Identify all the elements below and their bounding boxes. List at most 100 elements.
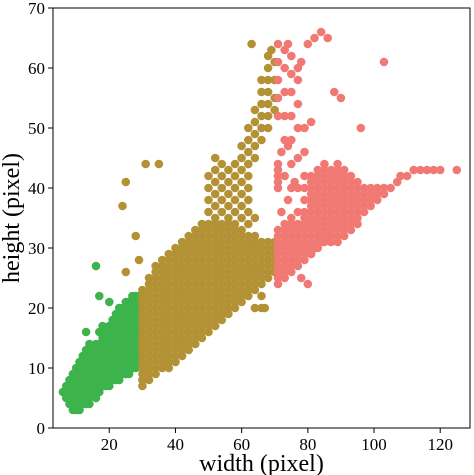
- data-point: [339, 177, 349, 187]
- data-point: [164, 309, 174, 319]
- data-point: [171, 315, 180, 325]
- data-point: [429, 165, 438, 175]
- data-point: [333, 165, 342, 175]
- data-point: [217, 225, 227, 235]
- data-point: [287, 249, 296, 259]
- data-point: [280, 273, 290, 283]
- data-point: [224, 255, 233, 265]
- data-point: [138, 309, 147, 319]
- points-layer: [58, 27, 462, 415]
- data-point: [157, 309, 167, 319]
- data-point: [177, 279, 187, 289]
- data-point: [300, 195, 309, 205]
- data-point: [339, 213, 349, 223]
- data-point: [224, 267, 233, 277]
- y-tick-label: 50: [28, 119, 45, 138]
- data-point: [326, 177, 336, 187]
- data-point: [184, 279, 193, 289]
- data-point: [306, 207, 316, 217]
- data-point: [346, 201, 356, 211]
- data-point: [144, 297, 154, 307]
- data-point: [230, 279, 240, 289]
- data-point: [353, 189, 362, 199]
- x-tick-label: 20: [101, 435, 118, 454]
- data-point: [184, 255, 193, 265]
- data-point: [230, 297, 240, 307]
- data-point: [184, 333, 193, 343]
- data-point: [210, 201, 220, 211]
- data-point: [91, 393, 101, 403]
- data-point: [95, 291, 104, 301]
- data-point: [151, 291, 160, 301]
- data-point: [287, 237, 296, 247]
- data-point: [157, 363, 167, 373]
- data-point: [151, 357, 160, 367]
- data-point: [224, 309, 233, 319]
- data-point: [326, 165, 336, 175]
- data-point: [273, 111, 283, 121]
- data-point: [244, 273, 253, 283]
- data-point: [138, 363, 147, 373]
- data-point: [257, 249, 266, 259]
- data-point: [293, 99, 303, 109]
- data-point: [237, 249, 246, 259]
- data-point: [359, 201, 369, 211]
- data-point: [244, 243, 253, 253]
- data-point: [339, 183, 349, 193]
- data-point: [277, 147, 286, 157]
- data-point: [277, 207, 286, 217]
- data-point: [157, 333, 167, 343]
- data-point: [224, 291, 233, 301]
- data-point: [138, 303, 147, 313]
- data-point: [164, 363, 174, 373]
- data-point: [184, 237, 193, 247]
- data-point: [151, 315, 160, 325]
- data-point: [250, 261, 260, 271]
- data-point: [250, 255, 260, 265]
- data-point: [320, 213, 329, 223]
- data-point: [171, 357, 180, 367]
- data-point: [330, 87, 339, 97]
- data-point: [184, 297, 193, 307]
- data-point: [422, 165, 432, 175]
- data-point: [164, 255, 174, 265]
- data-point: [224, 189, 233, 199]
- data-point: [184, 309, 193, 319]
- data-point: [171, 297, 180, 307]
- data-point: [293, 243, 303, 253]
- data-point: [151, 339, 160, 349]
- data-point: [230, 249, 240, 259]
- data-point: [280, 111, 290, 121]
- x-tick-label: 60: [233, 435, 250, 454]
- data-point: [144, 303, 154, 313]
- data-point: [204, 225, 213, 235]
- data-point: [306, 195, 316, 205]
- data-point: [306, 225, 316, 235]
- data-point: [346, 183, 356, 193]
- data-point: [157, 321, 167, 331]
- y-tick-label: 20: [28, 299, 45, 318]
- data-point: [217, 261, 227, 271]
- data-point: [353, 213, 362, 223]
- data-point: [402, 171, 412, 181]
- data-point: [230, 195, 240, 205]
- data-point: [280, 63, 290, 73]
- data-point: [197, 267, 207, 277]
- data-point: [339, 225, 349, 235]
- data-point: [191, 243, 200, 253]
- data-point: [138, 357, 147, 367]
- data-point: [257, 123, 266, 133]
- data-point: [144, 315, 154, 325]
- data-point: [164, 297, 174, 307]
- data-point: [379, 189, 389, 199]
- data-point: [287, 219, 296, 229]
- data-point: [244, 255, 253, 265]
- data-point: [144, 285, 154, 295]
- data-point: [164, 267, 174, 277]
- data-point: [177, 339, 187, 349]
- data-point: [237, 291, 246, 301]
- data-point: [151, 351, 160, 361]
- data-point: [210, 303, 220, 313]
- data-point: [177, 303, 187, 313]
- data-point: [333, 219, 342, 229]
